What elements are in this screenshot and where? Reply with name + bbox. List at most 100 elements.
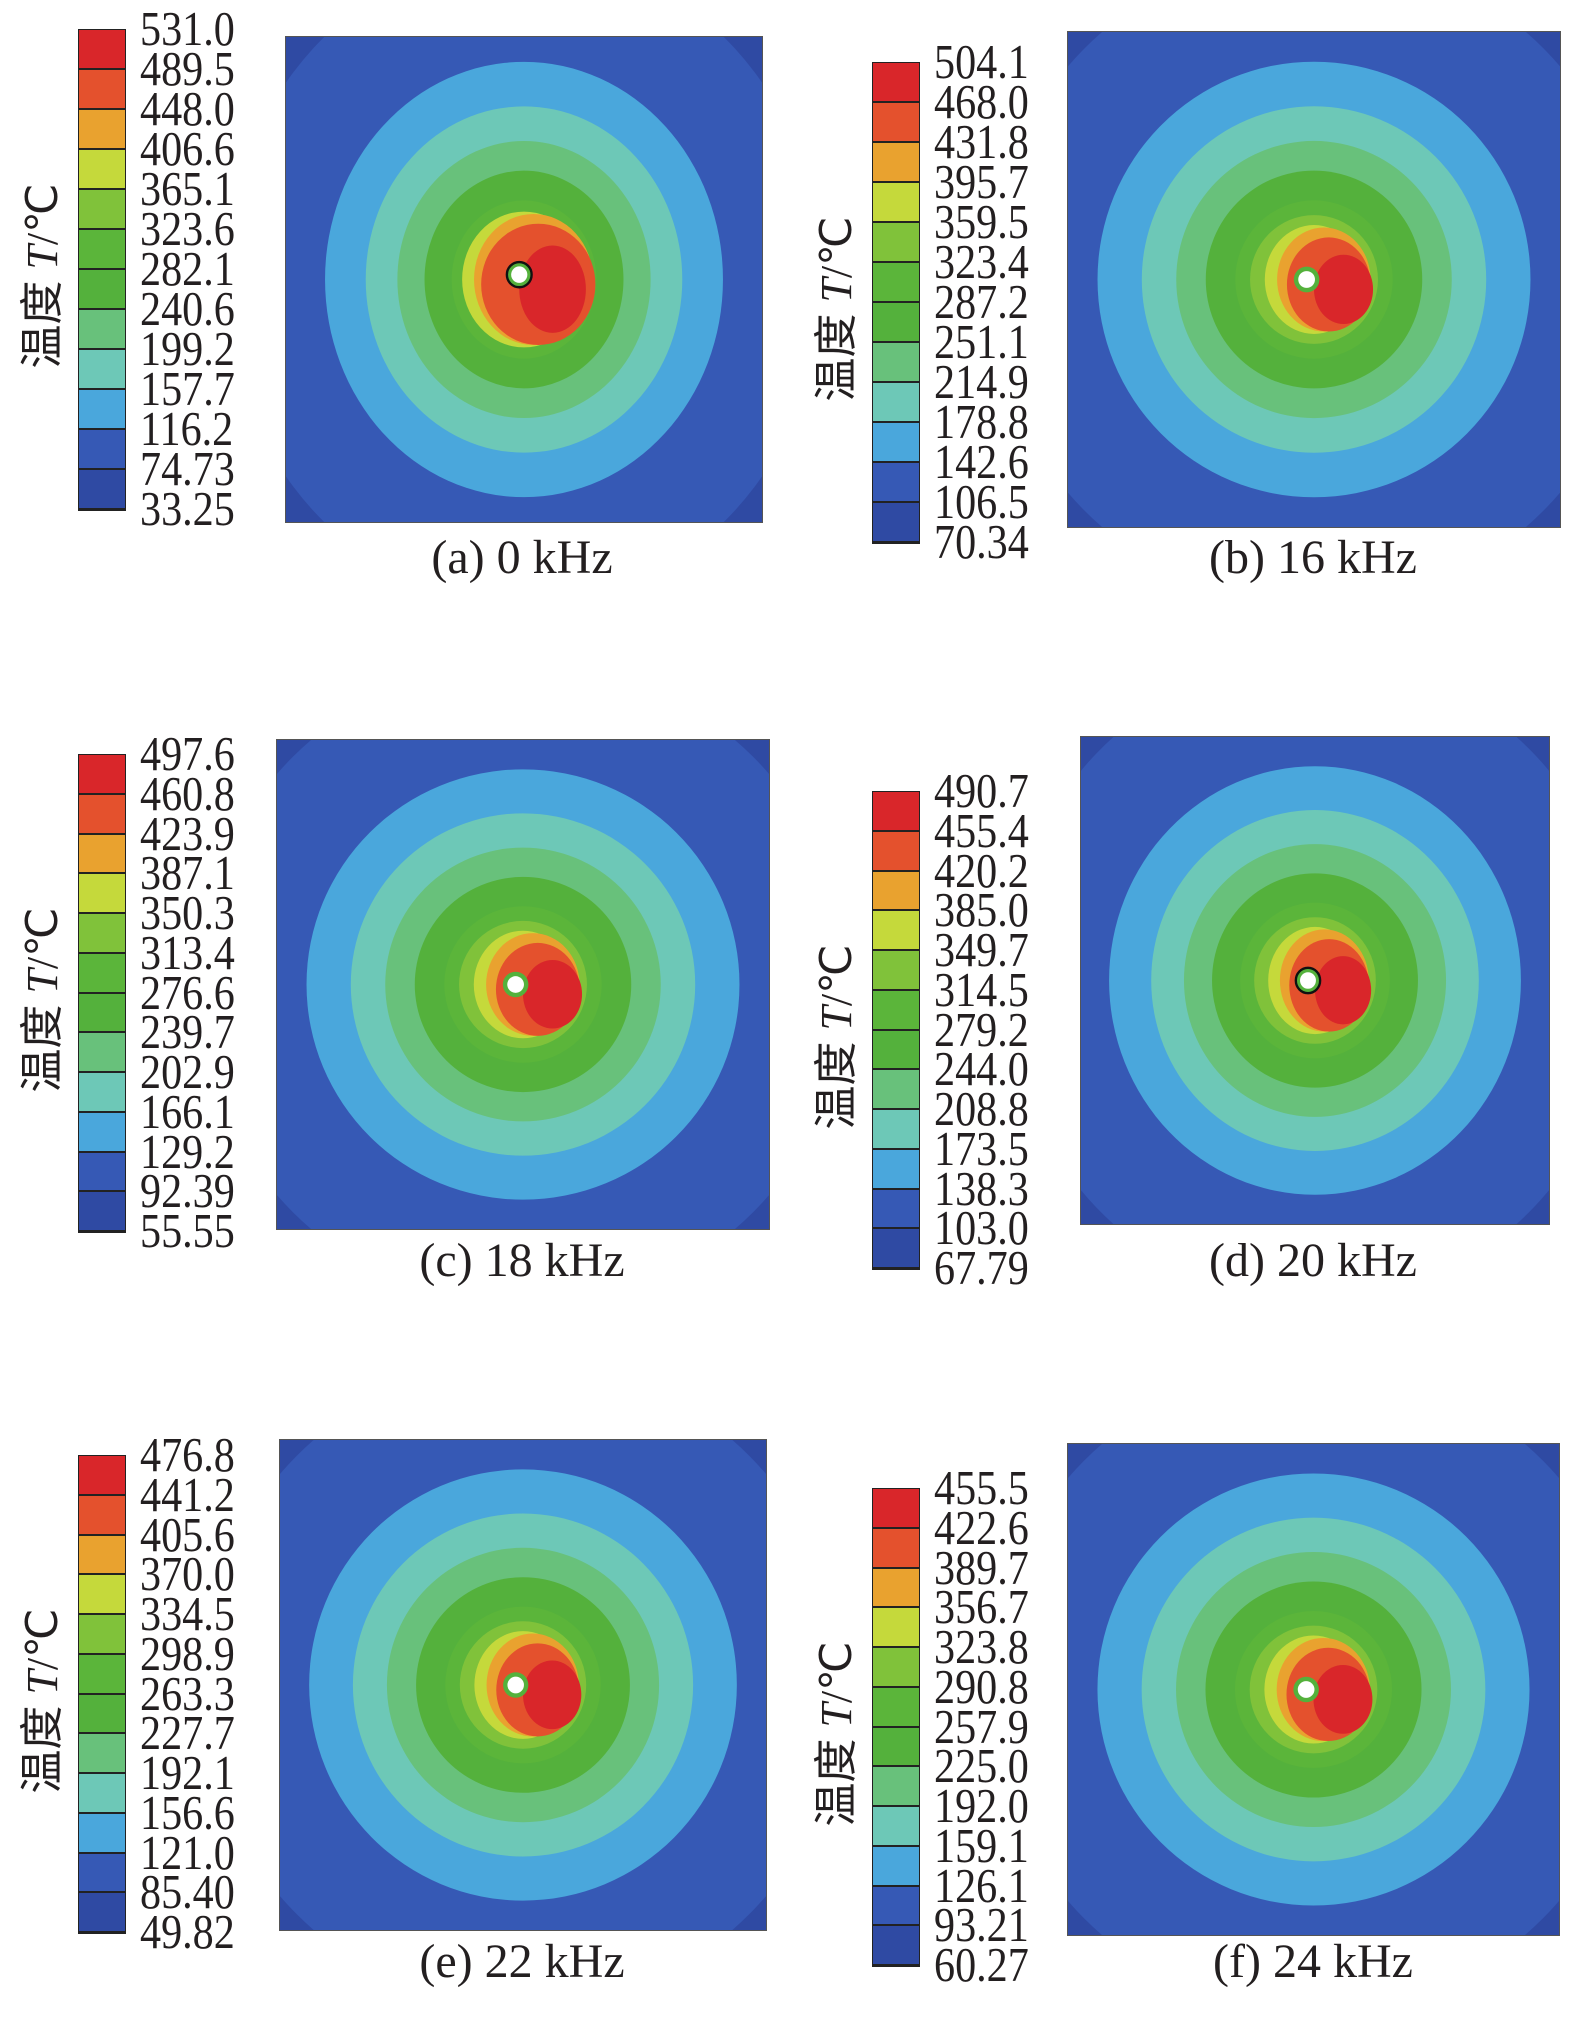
colorbar-tick-label: 455.5 — [934, 1460, 1029, 1515]
colorbar-tick-label: 199.2 — [140, 321, 235, 376]
hole — [1297, 1681, 1315, 1698]
colorbar-tick-label: 431.8 — [934, 114, 1029, 169]
colorbar-tick-label: 313.4 — [140, 924, 235, 980]
colorbar-tick-label: 282.1 — [140, 241, 235, 296]
colorbar-tick-label: 157.7 — [140, 361, 235, 416]
colorbar-tick-label: 192.0 — [934, 1778, 1029, 1833]
colorbar-tick-label: 239.7 — [140, 1004, 235, 1060]
colorbar-segment — [873, 1229, 919, 1269]
colorbar-tick-label: 370.0 — [140, 1546, 235, 1602]
colorbar-segment — [79, 794, 125, 835]
contour-band — [1313, 1664, 1373, 1734]
colorbar-tick-label: 227.7 — [140, 1705, 235, 1761]
label-variable: T — [812, 1702, 861, 1728]
colorbar-tick-label: 55.55 — [140, 1203, 235, 1258]
temperature-contour-plot — [279, 1439, 767, 1931]
colorbar-tick-label: 349.7 — [934, 922, 1029, 977]
colorbar-tick-label: 420.2 — [934, 842, 1029, 898]
colorbar-segment — [79, 1073, 125, 1113]
colorbar-segment — [873, 1608, 919, 1648]
colorbar-segment — [79, 1033, 125, 1073]
colorbar-tick-label: 323.4 — [934, 234, 1029, 289]
label-unit: /℃ — [812, 1640, 861, 1703]
colorbar-segment — [873, 1807, 919, 1847]
colorbar-segment — [873, 383, 919, 423]
hole — [511, 266, 528, 283]
colorbar-tick-label: 323.6 — [140, 201, 235, 256]
colorbar-tick-label: 225.0 — [934, 1738, 1029, 1794]
colorbar-segment — [79, 1654, 125, 1695]
contour-band — [1315, 956, 1372, 1025]
colorbar-segment — [79, 30, 125, 70]
colorbar — [872, 1488, 920, 1967]
colorbar-segment — [79, 1535, 125, 1576]
label-unit: /℃ — [18, 183, 67, 246]
colorbar-segment — [873, 911, 919, 951]
colorbar-segment — [79, 310, 125, 350]
colorbar-segment — [873, 951, 919, 991]
colorbar — [872, 791, 920, 1270]
colorbar-segment — [79, 755, 125, 795]
colorbar-segment — [79, 230, 125, 270]
colorbar-tick-label: 192.1 — [140, 1745, 235, 1800]
colorbar-tick-label: 240.6 — [140, 281, 235, 336]
hole — [507, 976, 524, 993]
colorbar-tick-label: 395.7 — [934, 154, 1029, 209]
colorbar-tick-label: 387.1 — [140, 845, 235, 901]
colorbar-title: 温度 T/℃ — [6, 146, 70, 406]
colorbar-segment — [79, 953, 125, 994]
colorbar-tick-label: 60.27 — [934, 1937, 1029, 1992]
colorbar-tick-label: 67.79 — [934, 1240, 1029, 1295]
panel-caption: (d) 20 kHz — [1209, 1234, 1417, 1287]
colorbar-tick-label: 314.5 — [934, 961, 1029, 1017]
colorbar-segment — [79, 914, 125, 954]
colorbar-segment — [79, 1615, 125, 1655]
label-unit: /℃ — [18, 1607, 67, 1670]
label-text: 温度 — [812, 1738, 861, 1827]
colorbar-segment — [873, 1149, 919, 1190]
colorbar-segment — [873, 343, 919, 383]
label-variable: T — [812, 278, 861, 303]
panel-caption: (f) 24 kHz — [1213, 1935, 1413, 1988]
colorbar-segment — [873, 1528, 919, 1569]
contour-band — [523, 960, 583, 1029]
contour-band — [1314, 254, 1374, 325]
colorbar-title: 温度 T/℃ — [800, 179, 864, 439]
colorbar-tick-label: 359.5 — [934, 194, 1029, 249]
colorbar-tick-label: 460.8 — [140, 765, 235, 821]
colorbar-segment — [79, 1694, 125, 1735]
colorbar-segment — [79, 150, 125, 190]
label-unit: /℃ — [812, 943, 861, 1006]
colorbar-tick-label: 166.1 — [140, 1083, 235, 1139]
colorbar-segment — [873, 63, 919, 103]
colorbar-tick-label: 70.34 — [934, 514, 1029, 569]
colorbar-tick-label: 142.6 — [934, 434, 1029, 489]
colorbar-tick-label: 202.9 — [140, 1044, 235, 1099]
colorbar-segment — [873, 1886, 919, 1927]
colorbar-tick-label: 406.6 — [140, 121, 235, 176]
colorbar-tick-label: 531.0 — [140, 1, 235, 56]
colorbar-segment — [79, 993, 125, 1034]
colorbar-segment — [873, 223, 919, 263]
colorbar-segment — [79, 1734, 125, 1774]
colorbar-tick-label: 476.8 — [140, 1427, 235, 1482]
colorbar-tick-label: 178.8 — [934, 394, 1029, 449]
colorbar-tick-label: 504.1 — [934, 34, 1029, 89]
colorbar-tick-label: 356.7 — [934, 1579, 1029, 1635]
colorbar-title: 温度 T/℃ — [800, 1604, 864, 1864]
label-text: 温度 — [18, 1705, 67, 1794]
colorbar-segment — [79, 1495, 125, 1536]
colorbar-tick-label: 279.2 — [934, 1001, 1029, 1057]
colorbar-segment — [873, 1926, 919, 1966]
colorbar-tick-label: 208.8 — [934, 1081, 1029, 1136]
colorbar-segment — [79, 874, 125, 914]
colorbar-tick-label: 323.8 — [934, 1619, 1029, 1674]
colorbar-tick-label: 385.0 — [934, 882, 1029, 938]
colorbar-tick-label: 276.6 — [140, 964, 235, 1020]
colorbar-tick-label: 441.2 — [140, 1466, 235, 1522]
colorbar-segment — [873, 303, 919, 343]
colorbar-tick-label: 365.1 — [140, 161, 235, 216]
label-text: 温度 — [18, 280, 67, 369]
temperature-contour-plot — [285, 36, 763, 523]
